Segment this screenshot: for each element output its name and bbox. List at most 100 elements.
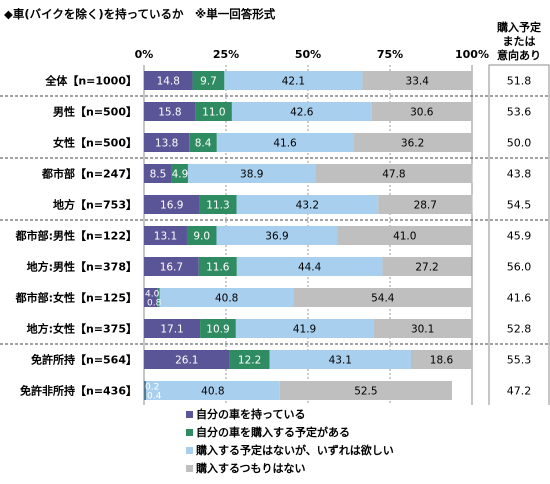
right-header-line: 購入予定	[496, 20, 541, 34]
legend-item: 購入するつもりはない	[186, 459, 394, 477]
data-label: 9.0	[193, 231, 210, 243]
data-label: 14.8	[157, 76, 180, 88]
bar-segment	[353, 133, 472, 152]
data-label: 11.0	[202, 107, 225, 119]
chart-title: ◆車(バイクを除く)を持っているか ※単一回答形式	[4, 7, 276, 21]
legend-swatch	[186, 464, 193, 472]
data-label: 10.9	[206, 324, 229, 336]
data-label: 27.2	[415, 262, 438, 274]
legend-label: 購入するつもりはない	[196, 462, 306, 475]
x-tick-label: 50%	[295, 48, 321, 61]
data-label: 44.4	[298, 262, 322, 274]
bar-segment	[144, 133, 190, 152]
legend-item: 自分の車を持っている	[186, 405, 394, 423]
bar-segment	[362, 71, 472, 90]
right-column-value: 45.9	[507, 230, 532, 243]
legend-label: 自分の車を購入する予定がある	[196, 426, 350, 439]
data-label: 54.4	[371, 293, 395, 305]
right-column-value: 41.6	[507, 292, 532, 305]
right-column-box	[488, 64, 550, 405]
bar-segment	[144, 195, 200, 214]
bar-segment	[382, 257, 472, 276]
data-label: 11.3	[206, 200, 229, 212]
bar-segment	[144, 381, 145, 400]
bar-segment	[159, 288, 294, 307]
bar-segment	[195, 102, 232, 121]
category-label: 免許非所持【n=436】	[20, 384, 137, 398]
bar-segment	[192, 71, 225, 90]
bar-segment	[144, 288, 158, 307]
right-column-value: 52.8	[507, 323, 532, 336]
legend-swatch	[186, 410, 193, 418]
data-label: 8.5	[150, 169, 167, 181]
data-label: 18.6	[430, 355, 454, 367]
bar-segment	[145, 381, 280, 400]
data-label: 41.6	[273, 138, 297, 150]
data-label: 28.7	[414, 200, 437, 212]
legend-swatch	[186, 446, 193, 454]
data-label: 36.2	[401, 138, 424, 150]
x-tick-label: 100%	[455, 48, 489, 61]
x-tick-label: 75%	[377, 48, 403, 61]
data-label: 8.4	[195, 138, 212, 150]
bar-segment	[216, 133, 354, 152]
category-label: 女性【n=500】	[53, 136, 137, 150]
bar-segment	[231, 102, 372, 121]
data-label: 47.8	[382, 169, 405, 181]
bar-segment	[144, 350, 230, 369]
bar-segment	[144, 102, 196, 121]
right-column-value: 56.0	[507, 261, 532, 274]
data-label: 17.1	[160, 324, 183, 336]
data-label: 43.1	[329, 355, 352, 367]
data-label: 30.6	[410, 107, 434, 119]
legend-label: 購入する予定はないが、いずれは欲しい	[196, 444, 394, 457]
data-label: 33.4	[406, 76, 430, 88]
right-header-line: 意向あり	[497, 48, 541, 62]
data-label: 13.1	[154, 231, 177, 243]
bar-segment	[236, 257, 383, 276]
data-label: 4.0	[145, 290, 160, 300]
bar-segment	[315, 164, 473, 183]
category-label: 地方:男性【n=378】	[27, 260, 137, 274]
bar-segment	[378, 195, 473, 214]
bar-segment	[157, 288, 160, 307]
x-tick-label: 25%	[213, 48, 239, 61]
legend-item: 購入する予定はないが、いずれは欲しい	[186, 441, 394, 459]
data-label: 42.6	[290, 107, 314, 119]
data-label: 15.8	[158, 107, 181, 119]
category-label: 全体【n=1000】	[44, 74, 137, 88]
bar-segment	[144, 71, 193, 90]
data-label: 30.1	[411, 324, 434, 336]
data-label: 40.8	[215, 293, 238, 305]
bar-segment	[371, 102, 472, 121]
data-label: 0.8	[147, 299, 162, 309]
data-label: 4.9	[172, 169, 189, 181]
data-label: 16.9	[160, 200, 183, 212]
bar-segment	[198, 257, 237, 276]
category-label: 男性【n=500】	[53, 105, 137, 119]
data-label: 16.7	[160, 262, 183, 274]
bar-segment	[293, 288, 472, 307]
bar-segment	[144, 381, 146, 400]
bar-segment	[235, 319, 374, 338]
category-label: 都市部:男性【n=122】	[15, 229, 137, 243]
right-column-value: 47.2	[507, 385, 532, 398]
bar-segment	[224, 71, 363, 90]
bar-segment	[337, 226, 472, 245]
data-label: 11.6	[206, 262, 230, 274]
x-tick-label: 0%	[135, 48, 154, 61]
bar-segment	[410, 350, 472, 369]
bar-segment	[144, 257, 199, 276]
legend-label: 自分の車を持っている	[196, 408, 306, 421]
data-label: 40.8	[201, 386, 224, 398]
category-label: 都市部:女性【n=125】	[15, 291, 137, 305]
data-label: 41.0	[393, 231, 416, 243]
right-header-line: または	[503, 35, 536, 48]
right-column-value: 51.8	[507, 75, 532, 88]
bar-segment	[279, 381, 452, 400]
legend-swatch	[186, 428, 193, 436]
bar-segment	[200, 319, 236, 338]
data-label: 42.1	[282, 76, 305, 88]
category-label: 地方:女性【n=375】	[27, 322, 137, 336]
